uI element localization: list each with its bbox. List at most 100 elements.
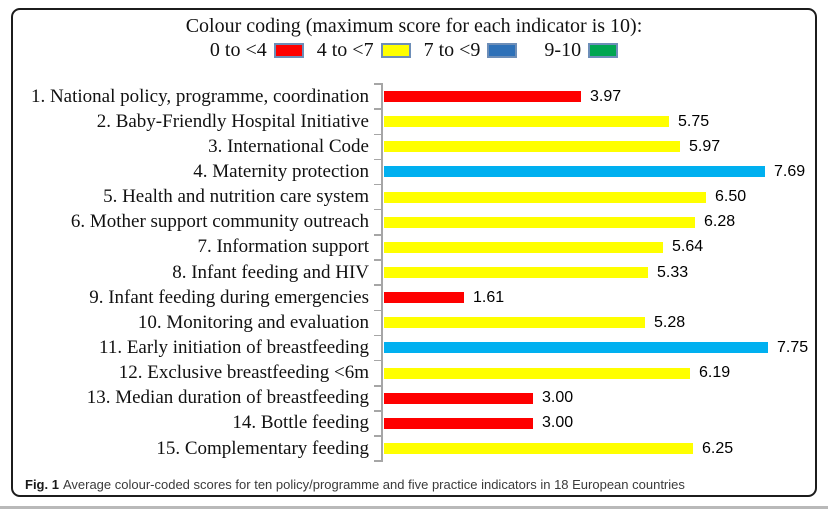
score-bar <box>384 292 464 304</box>
axis-tick <box>374 435 381 437</box>
score-value-label: 5.64 <box>672 238 704 256</box>
chart-row: 10. Monitoring and evaluation 5.28 <box>13 310 815 335</box>
score-value-label: 3.97 <box>590 87 622 105</box>
indicator-label: 7. Information support <box>197 236 369 258</box>
bar-area: 1.61 <box>381 289 815 307</box>
axis-tick <box>374 133 381 135</box>
score-value-label: 5.28 <box>654 313 686 331</box>
indicator-label: 12. Exclusive breastfeeding <6m <box>118 362 369 384</box>
figure-caption-text: Average colour-coded scores for ten poli… <box>62 477 685 492</box>
axis-tick <box>374 108 381 110</box>
axis-tick <box>374 309 381 312</box>
figure-number: Fig. 1 <box>25 477 59 492</box>
bar-area: 5.97 <box>381 138 815 156</box>
score-bar <box>384 317 645 329</box>
score-value-label: 6.28 <box>704 213 736 231</box>
score-bar <box>384 141 680 153</box>
chart-row: 4. Maternity protection 7.69 <box>13 159 815 184</box>
legend: 0 to <4 4 to <7 7 to <9 9-10 <box>13 39 815 62</box>
indicator-label: 15. Complementary feeding <box>156 437 369 459</box>
indicator-label: 5. Health and nutrition care system <box>103 186 369 208</box>
score-bar <box>384 417 533 429</box>
axis-tick <box>374 284 381 286</box>
bar-chart: 1. National policy, programme, coordinat… <box>13 83 815 462</box>
axis-tick <box>374 158 381 161</box>
figure-caption: Fig. 1 Average colour-coded scores for te… <box>25 477 807 492</box>
legend-item-yellow: 4 to <7 <box>317 39 411 62</box>
bar-area: 5.28 <box>381 314 815 332</box>
axis-tick <box>374 385 381 387</box>
axis-tick <box>374 83 381 85</box>
bar-area: 7.75 <box>381 339 815 357</box>
yellow-swatch <box>380 43 411 58</box>
score-value-label: 7.69 <box>774 162 806 180</box>
category-axis-line <box>381 83 383 462</box>
score-bar <box>384 116 669 128</box>
score-value-label: 6.50 <box>715 188 747 206</box>
legend-band-label: 4 to <7 <box>316 39 374 61</box>
score-bar <box>384 443 693 455</box>
legend-band-label: 0 to <4 <box>209 39 267 61</box>
red-swatch <box>273 43 304 58</box>
legend-item-green: 9-10 <box>544 39 619 62</box>
chart-row: 7. Information support 5.64 <box>13 235 815 260</box>
score-bar <box>384 267 648 279</box>
bar-area: 3.00 <box>381 414 815 432</box>
score-value-label: 5.75 <box>678 112 710 130</box>
chart-row: 1. National policy, programme, coordinat… <box>13 84 815 109</box>
chart-row: 9. Infant feeding during emergencies 1.61 <box>13 285 815 310</box>
score-bar <box>384 191 706 203</box>
legend-band-label: 7 to <9 <box>423 39 481 61</box>
chart-row: 2. Baby-Friendly Hospital Initiative 5.75 <box>13 109 815 134</box>
bar-area: 7.69 <box>381 163 815 181</box>
bar-area: 5.33 <box>381 264 815 282</box>
indicator-label: 10. Monitoring and evaluation <box>137 311 369 333</box>
score-bar <box>384 216 695 228</box>
indicator-label: 8. Infant feeding and HIV <box>172 261 369 283</box>
score-value-label: 1.61 <box>473 288 505 306</box>
score-value-label: 3.00 <box>542 389 574 407</box>
chart-row: 13. Median duration of breastfeeding 3.00 <box>13 386 815 411</box>
axis-tick <box>374 359 381 362</box>
chart-row: 3. International Code 5.97 <box>13 134 815 159</box>
legend-item-red: 0 to <4 <box>210 39 304 62</box>
score-bar <box>384 342 768 354</box>
blue-swatch <box>487 43 518 58</box>
axis-tick <box>374 183 381 186</box>
score-bar <box>384 166 765 178</box>
page-divider-line <box>0 506 828 509</box>
chart-row: 5. Health and nutrition care system 6.50 <box>13 185 815 210</box>
bar-area: 6.19 <box>381 364 815 382</box>
indicator-label: 9. Infant feeding during emergencies <box>89 286 369 308</box>
legend-title: Colour coding (maximum score for each in… <box>185 15 643 37</box>
score-bar <box>384 367 690 379</box>
axis-tick <box>374 208 381 211</box>
bar-area: 6.25 <box>381 440 815 458</box>
axis-tick <box>374 460 381 462</box>
score-bar <box>384 241 663 253</box>
chart-rows: 1. National policy, programme, coordinat… <box>13 84 815 461</box>
legend-band-label: 9-10 <box>544 39 582 61</box>
indicator-label: 14. Bottle feeding <box>232 412 369 434</box>
chart-row: 15. Complementary feeding 6.25 <box>13 436 815 461</box>
axis-tick <box>374 259 381 261</box>
bar-area: 5.64 <box>381 238 815 256</box>
bar-area: 6.50 <box>381 188 815 206</box>
chart-row: 8. Infant feeding and HIV 5.33 <box>13 260 815 285</box>
chart-row: 11. Early initiation of breastfeeding 7.7… <box>13 335 815 360</box>
chart-row: 6. Mother support community outreach 6.28 <box>13 210 815 235</box>
indicator-label: 2. Baby-Friendly Hospital Initiative <box>96 110 369 132</box>
indicator-label: 4. Maternity protection <box>193 160 369 182</box>
axis-tick <box>374 410 381 412</box>
axis-tick <box>374 234 381 236</box>
score-bar <box>384 91 581 103</box>
bar-area: 3.00 <box>381 389 815 407</box>
axis-tick <box>374 334 381 337</box>
indicator-label: 6. Mother support community outreach <box>70 211 369 233</box>
green-swatch <box>588 43 619 58</box>
indicator-label: 13. Median duration of breastfeeding <box>86 387 369 409</box>
bar-area: 6.28 <box>381 213 815 231</box>
score-value-label: 7.75 <box>777 338 809 356</box>
chart-row: 12. Exclusive breastfeeding <6m 6.19 <box>13 361 815 386</box>
indicator-label: 3. International Code <box>208 135 369 157</box>
